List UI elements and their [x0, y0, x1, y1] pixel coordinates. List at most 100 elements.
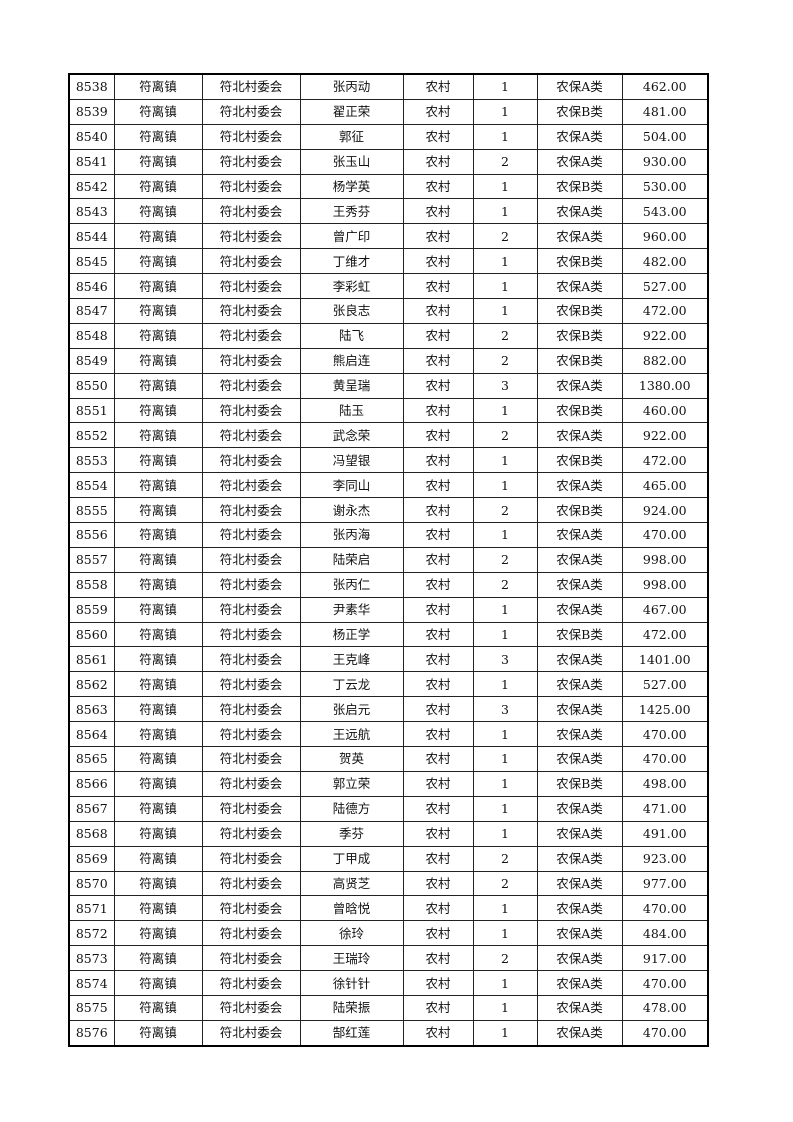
serial-number-cell: 8540 — [68, 123, 115, 150]
village-committee-cell: 符北村委会 — [201, 322, 301, 349]
serial-number-cell: 8544 — [68, 223, 115, 250]
village-committee-cell: 符北村委会 — [201, 920, 301, 947]
insurance-category-cell: 农保A类 — [536, 273, 623, 300]
household-size-cell: 1 — [472, 770, 538, 797]
person-name-cell: 曾广印 — [299, 223, 404, 250]
town-cell: 符离镇 — [113, 596, 203, 623]
insurance-category-cell: 农保A类 — [536, 820, 623, 847]
table-row: 8549 符离镇 符北村委会 熊启连 农村 2 农保B类 882.00 — [68, 347, 709, 374]
amount-cell: 960.00 — [621, 223, 709, 250]
amount-cell: 498.00 — [621, 770, 709, 797]
amount-cell: 491.00 — [621, 820, 709, 847]
serial-number-cell: 8568 — [68, 820, 115, 847]
table-row: 8567 符离镇 符北村委会 陆德方 农村 1 农保A类 471.00 — [68, 795, 709, 822]
town-cell: 符离镇 — [113, 646, 203, 673]
household-size-cell: 1 — [472, 73, 538, 100]
household-size-cell: 1 — [472, 447, 538, 474]
records-table: 8538 符离镇 符北村委会 张丙动 农村 1 农保A类 462.00 8539 符离镇 符北村委会… — [68, 73, 709, 1047]
town-cell: 符离镇 — [113, 148, 203, 175]
serial-number-cell: 8564 — [68, 721, 115, 748]
household-type-cell: 农村 — [402, 73, 474, 100]
amount-cell: 504.00 — [621, 123, 709, 150]
amount-cell: 923.00 — [621, 845, 709, 872]
table-row: 8559 符离镇 符北村委会 尹素华 农村 1 农保A类 467.00 — [68, 596, 709, 623]
household-type-cell: 农村 — [402, 298, 474, 324]
person-name-cell: 丁云龙 — [299, 671, 404, 698]
insurance-category-cell: 农保A类 — [536, 994, 623, 1021]
table-row: 8562 符离镇 符北村委会 丁云龙 农村 1 农保A类 527.00 — [68, 671, 709, 698]
table-row: 8572 符离镇 符北村委会 徐玲 农村 1 农保A类 484.00 — [68, 920, 709, 947]
town-cell: 符离镇 — [113, 497, 203, 524]
town-cell: 符离镇 — [113, 422, 203, 449]
household-type-cell: 农村 — [402, 372, 474, 399]
insurance-category-cell: 农保B类 — [536, 248, 623, 275]
table-row: 8564 符离镇 符北村委会 王远航 农村 1 农保A类 470.00 — [68, 721, 709, 748]
household-size-cell: 1 — [472, 795, 538, 822]
household-type-cell: 农村 — [402, 795, 474, 822]
amount-cell: 470.00 — [621, 970, 709, 996]
household-type-cell: 农村 — [402, 322, 474, 349]
amount-cell: 998.00 — [621, 546, 709, 573]
person-name-cell: 丁维才 — [299, 248, 404, 275]
household-type-cell: 农村 — [402, 497, 474, 524]
person-name-cell: 徐针针 — [299, 970, 404, 996]
amount-cell: 930.00 — [621, 148, 709, 175]
household-size-cell: 1 — [472, 895, 538, 922]
amount-cell: 481.00 — [621, 98, 709, 125]
insurance-category-cell: 农保B类 — [536, 621, 623, 648]
household-type-cell: 农村 — [402, 397, 474, 424]
insurance-category-cell: 农保B类 — [536, 397, 623, 424]
insurance-category-cell: 农保A类 — [536, 646, 623, 673]
village-committee-cell: 符北村委会 — [201, 895, 301, 922]
insurance-category-cell: 农保A类 — [536, 123, 623, 150]
person-name-cell: 熊启连 — [299, 347, 404, 374]
village-committee-cell: 符北村委会 — [201, 298, 301, 324]
town-cell: 符离镇 — [113, 298, 203, 324]
serial-number-cell: 8576 — [68, 1019, 115, 1047]
insurance-category-cell: 农保A类 — [536, 1019, 623, 1047]
person-name-cell: 翟正荣 — [299, 98, 404, 125]
village-committee-cell: 符北村委会 — [201, 546, 301, 573]
insurance-category-cell: 农保A类 — [536, 671, 623, 698]
insurance-category-cell: 农保A类 — [536, 148, 623, 175]
person-name-cell: 李同山 — [299, 472, 404, 499]
town-cell: 符离镇 — [113, 671, 203, 698]
village-committee-cell: 符北村委会 — [201, 447, 301, 474]
village-committee-cell: 符北村委会 — [201, 472, 301, 499]
town-cell: 符离镇 — [113, 571, 203, 598]
person-name-cell: 武念荣 — [299, 422, 404, 449]
table-row: 8548 符离镇 符北村委会 陆飞 农村 2 农保B类 922.00 — [68, 322, 709, 349]
amount-cell: 484.00 — [621, 920, 709, 947]
serial-number-cell: 8561 — [68, 646, 115, 673]
amount-cell: 471.00 — [621, 795, 709, 822]
insurance-category-cell: 农保A类 — [536, 372, 623, 399]
town-cell: 符离镇 — [113, 621, 203, 648]
town-cell: 符离镇 — [113, 522, 203, 548]
insurance-category-cell: 农保B类 — [536, 447, 623, 474]
village-committee-cell: 符北村委会 — [201, 945, 301, 972]
insurance-category-cell: 农保A类 — [536, 522, 623, 548]
household-type-cell: 农村 — [402, 1019, 474, 1047]
household-size-cell: 2 — [472, 422, 538, 449]
town-cell: 符离镇 — [113, 98, 203, 125]
table-row: 8565 符离镇 符北村委会 贺英 农村 1 农保A类 470.00 — [68, 746, 709, 772]
person-name-cell: 丁甲成 — [299, 845, 404, 872]
serial-number-cell: 8573 — [68, 945, 115, 972]
insurance-category-cell: 农保A类 — [536, 920, 623, 947]
serial-number-cell: 8553 — [68, 447, 115, 474]
person-name-cell: 郜红莲 — [299, 1019, 404, 1047]
household-type-cell: 农村 — [402, 347, 474, 374]
amount-cell: 1425.00 — [621, 696, 709, 723]
town-cell: 符离镇 — [113, 273, 203, 300]
town-cell: 符离镇 — [113, 994, 203, 1021]
household-type-cell: 农村 — [402, 173, 474, 200]
table-body: 8538 符离镇 符北村委会 张丙动 农村 1 农保A类 462.00 8539 符离镇 符北村委会… — [68, 73, 709, 1047]
person-name-cell: 王瑞玲 — [299, 945, 404, 972]
serial-number-cell: 8563 — [68, 696, 115, 723]
town-cell: 符离镇 — [113, 347, 203, 374]
household-type-cell: 农村 — [402, 422, 474, 449]
household-type-cell: 农村 — [402, 546, 474, 573]
town-cell: 符离镇 — [113, 770, 203, 797]
person-name-cell: 王克峰 — [299, 646, 404, 673]
table-row: 8551 符离镇 符北村委会 陆玉 农村 1 农保B类 460.00 — [68, 397, 709, 424]
